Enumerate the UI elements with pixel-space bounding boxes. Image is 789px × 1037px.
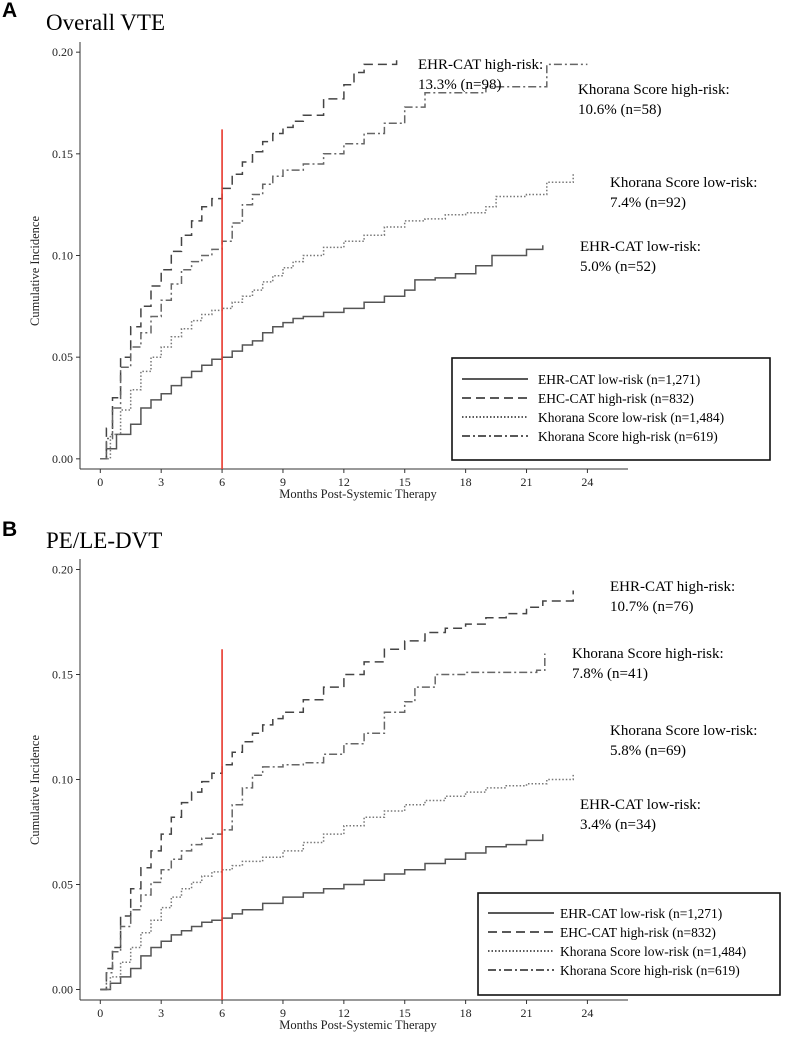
panel-a-xlabel: Months Post-Systemic Therapy [279,487,437,501]
panel-b-ylabel: Cumulative Incidence [28,735,42,845]
series-line-solid [100,245,544,460]
legend-label: Khorana Score low-risk (n=1,484) [560,944,746,959]
annotation-line1: Khorana Score low-risk: [610,723,757,739]
panel-a-title: Overall VTE [46,10,165,35]
annotation-line1: Khorana Score high-risk: [572,646,724,662]
legend-box [451,357,771,461]
x-tick-label: 21 [521,1006,533,1020]
x-tick-label: 24 [581,475,593,489]
legend-label: EHR-CAT low-risk (n=1,271) [560,906,722,921]
panel-b-annotation-khorana-high: Khorana Score high-risk: 7.8% (n=41) [572,646,724,682]
legend-entry-ehc-high: EHC-CAT high-risk (n=832) [488,925,716,940]
y-tick-label: 0.10 [52,249,73,263]
panel-a-ylabel: Cumulative Incidence [28,216,42,326]
panel-b-annotation-ehr-high: EHR-CAT high-risk: 10.7% (n=76) [610,579,735,615]
legend-label: Khorana Score low-risk (n=1,484) [538,410,724,425]
x-tick-label: 24 [581,1006,593,1020]
legend-box [477,892,781,996]
legend-entry-ehr-low: EHR-CAT low-risk (n=1,271) [462,372,700,387]
x-tick-label: 9 [280,475,286,489]
legend-entry-khorana-high: Khorana Score high-risk (n=619) [462,429,718,444]
y-tick-label: 0.10 [52,773,73,787]
x-tick-label: 15 [399,475,411,489]
panel-b: B PE/LE-DVT Cumulative Incidence Months … [2,518,781,1032]
y-tick-label: 0.00 [52,452,73,466]
legend-label: Khorana Score high-risk (n=619) [560,963,740,978]
y-tick-label: 0.15 [52,668,73,682]
annotation-line1: EHR-CAT low-risk: [580,797,701,813]
panel-b-annotation-khorana-low: Khorana Score low-risk: 5.8% (n=69) [610,723,757,759]
panel-b-letter: B [2,518,17,541]
annotation-line2: 5.0% (n=52) [580,259,656,275]
annotation-line1: Khorana Score low-risk: [610,175,757,191]
x-tick-label: 15 [399,1006,411,1020]
x-tick-label: 12 [338,1006,350,1020]
panel-a-annotation-ehr-high: EHR-CAT high-risk: 13.3% (n=98) [418,57,543,93]
panel-a: A Overall VTE Cumulative Incidence Month… [2,0,771,501]
series-line-dashdot [100,63,588,460]
annotation-line2: 7.4% (n=92) [610,195,686,211]
y-tick-label: 0.05 [52,878,73,892]
legend-entry-khorana-low: Khorana Score low-risk (n=1,484) [462,410,724,425]
annotation-line2: 3.4% (n=34) [580,817,656,833]
legend-entry-ehc-high: EHC-CAT high-risk (n=832) [462,391,694,406]
annotation-line2: 10.7% (n=76) [610,599,693,615]
panel-a-annotation-khorana-low: Khorana Score low-risk: 7.4% (n=92) [610,175,757,211]
x-tick-label: 6 [219,475,225,489]
y-tick-label: 0.20 [52,45,73,59]
x-tick-label: 18 [460,475,472,489]
x-tick-label: 18 [460,1006,472,1020]
panel-a-letter: A [2,0,17,22]
x-tick-label: 0 [97,1006,103,1020]
series-line-solid [100,834,544,991]
legend-entry-khorana-high: Khorana Score high-risk (n=619) [488,963,740,978]
panel-b-title: PE/LE-DVT [46,528,162,553]
annotation-line1: Khorana Score high-risk: [578,82,730,98]
series-line-dashed [100,60,398,460]
y-tick-label: 0.15 [52,147,73,161]
panel-b-xlabel: Months Post-Systemic Therapy [279,1018,437,1032]
x-tick-label: 0 [97,475,103,489]
panel-a-plot: 0.00 0.05 0.10 0.15 0.20 0 3 6 9 12 15 18 21 24 [52,42,628,489]
x-tick-label: 21 [521,475,533,489]
panel-b-legend: EHR-CAT low-risk (n=1,271) EHC-CAT high-… [477,892,781,996]
series-line-dashed [100,590,574,991]
x-tick-label: 6 [219,1006,225,1020]
panel-a-annotation-ehr-low: EHR-CAT low-risk: 5.0% (n=52) [580,239,701,275]
panel-b-annotation-ehr-low: EHR-CAT low-risk: 3.4% (n=34) [580,797,701,833]
legend-entry-khorana-low: Khorana Score low-risk (n=1,484) [488,944,746,959]
panel-b-plot: 0.00 0.05 0.10 0.15 0.20 0 3 6 9 12 15 18 21 24 [52,559,628,1020]
series-line-dotted [100,174,574,460]
y-tick-label: 0.05 [52,350,73,364]
y-tick-label: 0.20 [52,563,73,577]
annotation-line2: 10.6% (n=58) [578,102,661,118]
x-tick-label: 3 [158,475,164,489]
panel-a-legend: EHR-CAT low-risk (n=1,271) EHC-CAT high-… [451,357,771,461]
x-tick-label: 3 [158,1006,164,1020]
legend-entry-ehr-low: EHR-CAT low-risk (n=1,271) [488,906,722,921]
annotation-line1: EHR-CAT high-risk: [610,579,735,595]
x-tick-label: 12 [338,475,350,489]
x-tick-label: 9 [280,1006,286,1020]
legend-label: EHC-CAT high-risk (n=832) [538,391,694,406]
series-line-dotted [100,773,574,991]
annotation-line2: 13.3% (n=98) [418,77,501,93]
annotation-line1: EHR-CAT low-risk: [580,239,701,255]
series-line-dashdot [100,653,546,991]
y-tick-label: 0.00 [52,983,73,997]
legend-label: Khorana Score high-risk (n=619) [538,429,718,444]
legend-label: EHC-CAT high-risk (n=832) [560,925,716,940]
annotation-line2: 7.8% (n=41) [572,666,648,682]
legend-label: EHR-CAT low-risk (n=1,271) [538,372,700,387]
panel-a-annotation-khorana-high: Khorana Score high-risk: 10.6% (n=58) [578,82,730,118]
annotation-line2: 5.8% (n=69) [610,743,686,759]
annotation-line1: EHR-CAT high-risk: [418,57,543,73]
